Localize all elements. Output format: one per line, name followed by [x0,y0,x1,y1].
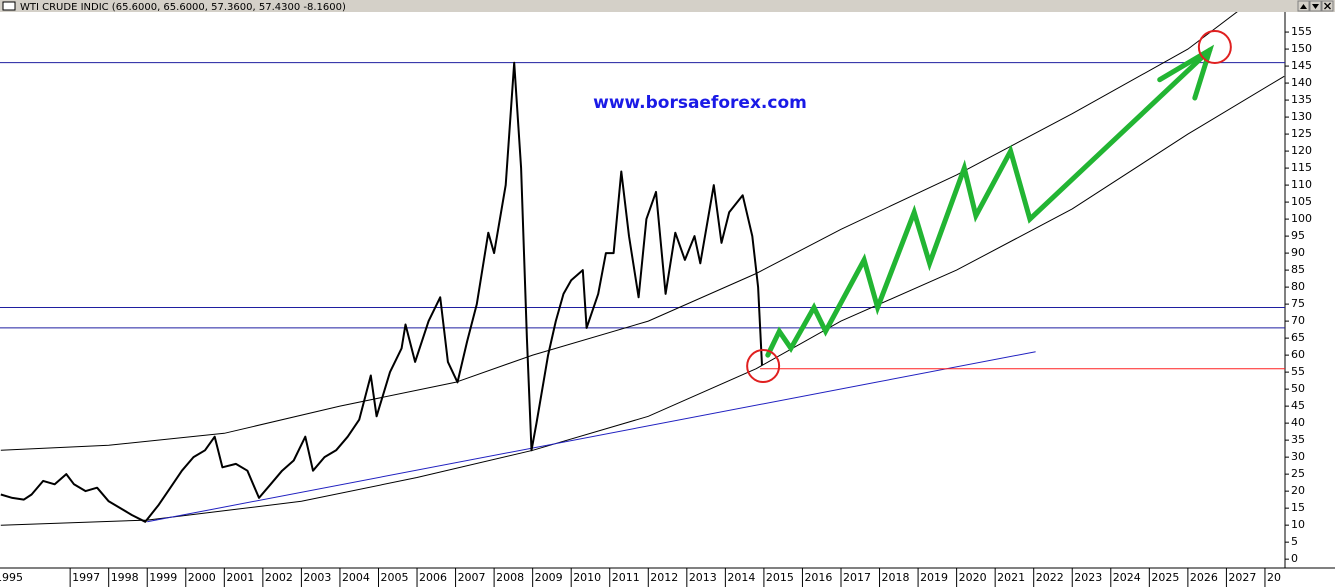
x-tick-label: 2015 [766,571,794,584]
price-line [0,61,763,523]
x-tick-label: 1997 [72,571,100,584]
y-tick-label: 15 [1291,501,1305,514]
y-tick-label: 125 [1291,127,1312,140]
y-tick-label: 0 [1291,552,1298,565]
x-tick-label: 2000 [188,571,216,584]
y-tick-label: 80 [1291,280,1305,293]
y-tick-label: 100 [1291,212,1312,225]
x-tick-label: 2002 [265,571,293,584]
up-icon [1300,4,1307,9]
y-tick-label: 130 [1291,110,1312,123]
y-tick-label: 10 [1291,518,1305,531]
y-tick-label: 30 [1291,450,1305,463]
y-tick-label: 145 [1291,59,1312,72]
y-tick-label: 20 [1291,484,1305,497]
x-tick-label: 2022 [1036,571,1064,584]
watermark: www.borsaeforex.com [593,93,807,113]
x-tick-label: 2009 [535,571,563,584]
forecast-arrow [1157,44,1215,101]
highlight-circle [746,349,781,384]
y-tick-label: 65 [1291,331,1305,344]
y-tick-label: 5 [1291,535,1298,548]
trendline [0,75,1285,526]
y-tick-label: 85 [1291,263,1305,276]
x-tick-label: 2014 [727,571,755,584]
y-tick-label: 40 [1291,416,1305,429]
x-tick-label: 2016 [804,571,832,584]
x-tick-label: 2010 [573,571,601,584]
x-tick-label: 2025 [1151,571,1179,584]
x-tick-label: 2001 [226,571,254,584]
chart-title: WTI CRUDE INDIC (65.6000, 65.6000, 57.36… [20,2,346,13]
x-tick-label: 1999 [149,571,177,584]
y-tick-label: 45 [1291,399,1305,412]
x-tick-label: 2012 [650,571,678,584]
x-tick-label: 2004 [342,571,370,584]
close-icon [1324,2,1331,10]
trendline [147,351,1036,523]
window-icon [2,1,16,11]
trendline [0,12,1238,451]
x-tick-label: 2017 [843,571,871,584]
y-tick-label: 110 [1291,178,1312,191]
x-tick-label: 2023 [1074,571,1102,584]
y-tick-label: 60 [1291,348,1305,361]
y-tick-label: 90 [1291,246,1305,259]
x-tick-label: 2018 [882,571,910,584]
y-tick-label: 70 [1291,314,1305,327]
y-tick-label: 120 [1291,144,1312,157]
x-tick-label: 2019 [920,571,948,584]
highlight-circle [1197,30,1232,65]
y-tick-label: 50 [1291,382,1305,395]
x-tick-label: 2011 [612,571,640,584]
y-tick-label: 135 [1291,93,1312,106]
x-tick-label: 20 [1267,571,1281,584]
y-tick-label: 140 [1291,76,1312,89]
y-tick-label: 150 [1291,42,1312,55]
y-tick-label: 35 [1291,433,1305,446]
x-tick-label: 1998 [111,571,139,584]
x-tick-label: 2020 [959,571,987,584]
x-tick-label: 2013 [689,571,717,584]
x-tick-label: 2006 [419,571,447,584]
y-tick-label: 105 [1291,195,1312,208]
x-tick-label: 2024 [1113,571,1141,584]
x-tick-label: 2007 [458,571,486,584]
x-tick-label: 2021 [997,571,1025,584]
x-tick-label: 2026 [1190,571,1218,584]
down-icon [1312,4,1319,9]
y-tick-label: 95 [1291,229,1305,242]
y-tick-label: 25 [1291,467,1305,480]
y-tick-label: 55 [1291,365,1305,378]
title-bar [0,0,1335,12]
y-tick-label: 75 [1291,297,1305,310]
x-tick-label: 1995 [0,571,23,584]
forecast-arrow [765,47,1213,358]
y-tick-label: 115 [1291,161,1312,174]
x-tick-label: 2003 [303,571,331,584]
x-tick-label: 2008 [496,571,524,584]
x-tick-label: 2005 [380,571,408,584]
y-tick-label: 155 [1291,25,1312,38]
x-tick-label: 2027 [1228,571,1256,584]
